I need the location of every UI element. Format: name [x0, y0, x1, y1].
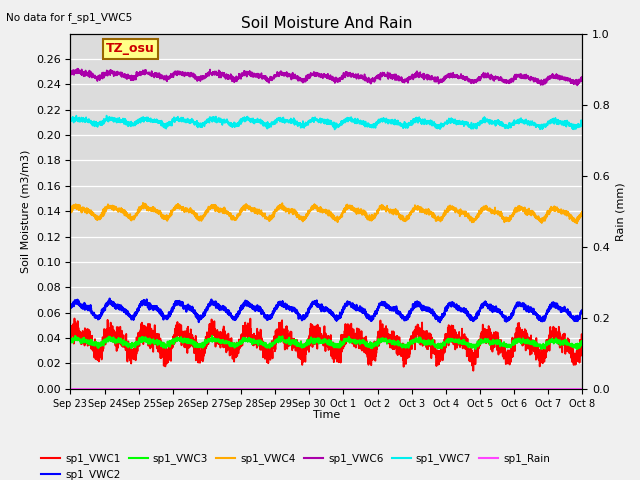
Text: TZ_osu: TZ_osu	[106, 42, 155, 56]
Y-axis label: Soil Moisture (m3/m3): Soil Moisture (m3/m3)	[20, 149, 30, 273]
Y-axis label: Rain (mm): Rain (mm)	[616, 182, 625, 240]
Legend: sp1_VWC1, sp1_VWC2, sp1_VWC3, sp1_VWC4, sp1_VWC6, sp1_VWC7, sp1_Rain: sp1_VWC1, sp1_VWC2, sp1_VWC3, sp1_VWC4, …	[37, 449, 554, 480]
Title: Soil Moisture And Rain: Soil Moisture And Rain	[241, 16, 412, 31]
Text: No data for f_sp1_VWC5: No data for f_sp1_VWC5	[6, 12, 132, 23]
X-axis label: Time: Time	[313, 410, 340, 420]
